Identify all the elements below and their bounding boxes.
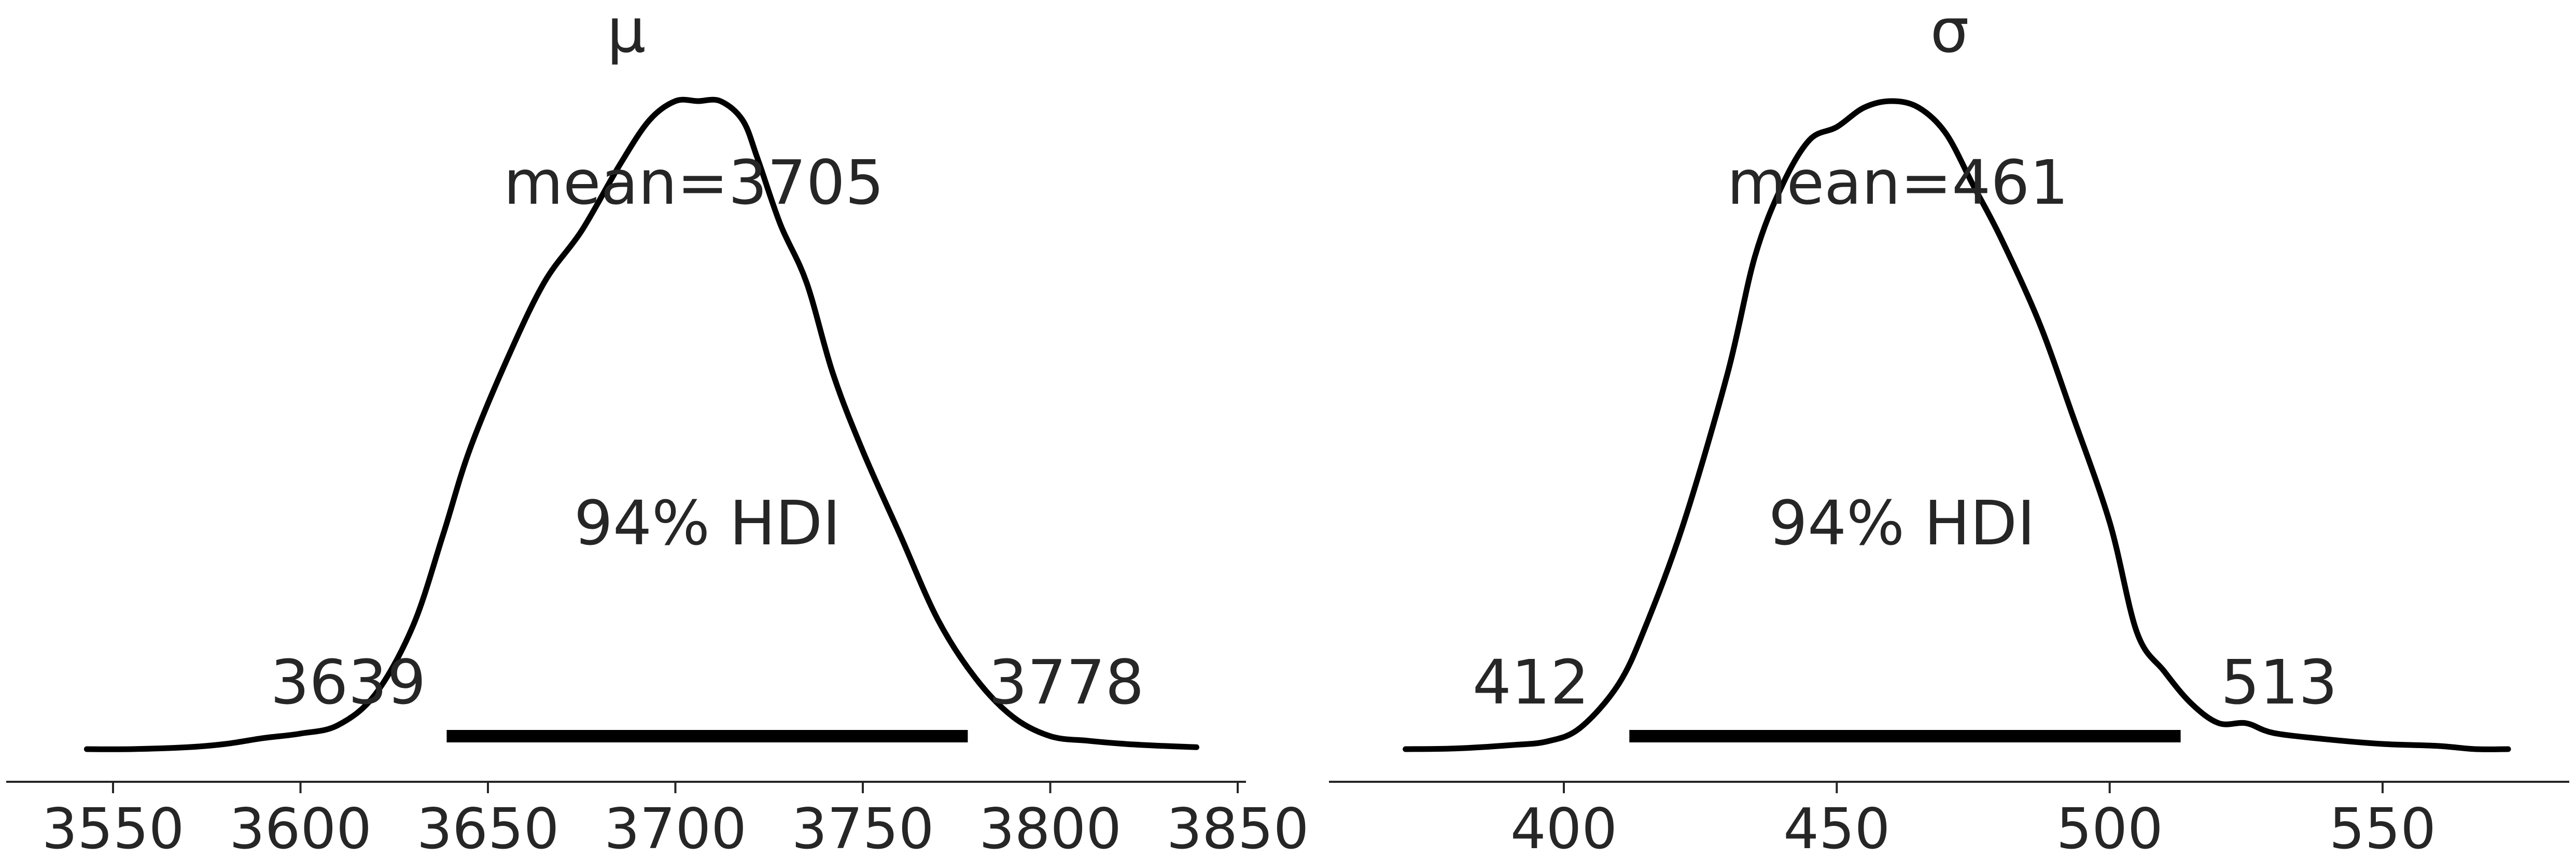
x-ticks-mu: 3550 3600 3650 3700 3750 3800 3850 <box>42 782 1309 858</box>
x-tick-label-sigma-400: 400 <box>1510 797 1617 858</box>
x-tick-label-mu-3750: 3750 <box>792 797 934 858</box>
hdi-high-label-sigma: 513 <box>2221 646 2337 718</box>
density-curve-sigma <box>1403 98 2511 752</box>
x-tick-label-mu-3600: 3600 <box>229 797 372 858</box>
x-tick-label-sigma-550: 550 <box>2329 797 2436 858</box>
x-tick-label-mu-3700: 3700 <box>604 797 747 858</box>
density-curve-mu <box>83 96 1199 752</box>
hdi-label-sigma: 94% HDI <box>1769 487 2035 559</box>
mean-label-sigma: mean=461 <box>1727 147 2069 218</box>
panel-sigma: σ mean=461 94% HDI 412 513 400 450 500 550 <box>1329 0 2569 858</box>
x-ticks-sigma: 400 450 500 550 <box>1510 782 2436 858</box>
x-tick-label-mu-3850: 3850 <box>1167 797 1309 858</box>
x-tick-label-mu-3650: 3650 <box>417 797 559 858</box>
x-tick-label-mu-3800: 3800 <box>979 797 1122 858</box>
panel-mu: μ mean=3705 94% HDI 3639 3778 3550 3600 36… <box>6 0 1309 858</box>
hdi-high-label-mu: 3778 <box>988 646 1144 718</box>
x-tick-label-mu-3550: 3550 <box>42 797 185 858</box>
x-tick-label-sigma-450: 450 <box>1783 797 1890 858</box>
hdi-label-mu: 94% HDI <box>574 487 841 559</box>
hdi-low-label-sigma: 412 <box>1473 646 1589 718</box>
mean-label-mu: mean=3705 <box>503 147 884 218</box>
panel-title-mu: μ <box>607 0 646 66</box>
x-tick-label-sigma-500: 500 <box>2056 797 2163 858</box>
panel-title-sigma: σ <box>1930 0 1969 66</box>
hdi-low-label-mu: 3639 <box>270 646 426 718</box>
